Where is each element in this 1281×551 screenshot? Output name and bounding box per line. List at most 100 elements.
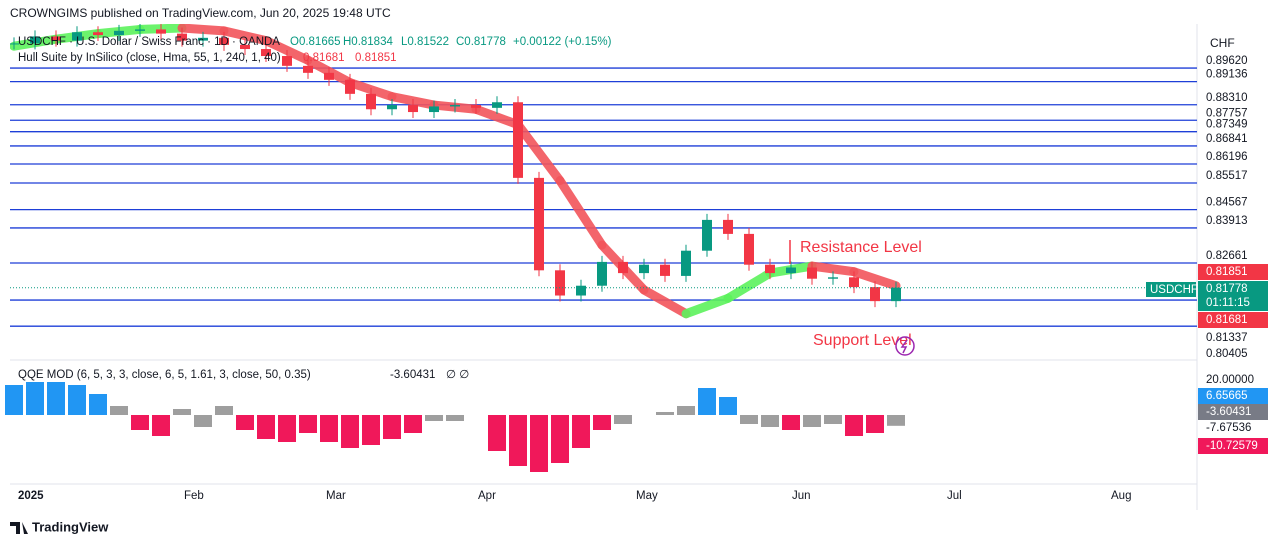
price-tick-label: 0.88310 <box>1206 92 1248 104</box>
hull-segment <box>471 104 523 130</box>
qqe-bar <box>698 388 716 415</box>
hull-legend: Hull Suite by InSilico (close, Hma, 55, … <box>18 52 281 64</box>
qqe-bar <box>551 415 569 463</box>
support-label: Support Level <box>813 332 912 349</box>
candle-body <box>660 264 670 276</box>
candle-body <box>219 37 229 45</box>
qqe-bar <box>614 415 632 424</box>
price-tick-label: 0.84567 <box>1206 197 1248 209</box>
candle-body <box>492 102 502 108</box>
price-tick-label: 0.83913 <box>1206 215 1248 227</box>
footer-logo <box>10 522 28 534</box>
qqe-bar <box>299 415 317 433</box>
qqe-bar <box>110 406 128 415</box>
candle-body <box>177 33 187 41</box>
qqe-bar <box>488 415 506 451</box>
qqe-bar <box>5 385 23 415</box>
qqe-bar <box>677 406 695 415</box>
candle-body <box>723 219 733 234</box>
qqe-bar <box>824 415 842 424</box>
publisher: CROWNGIMS published on TradingView.com, … <box>10 6 391 20</box>
hull-segment <box>681 293 733 319</box>
qqe-symbols: ∅ ∅ <box>446 369 469 381</box>
candle-body <box>303 65 313 73</box>
candle-body <box>786 267 796 274</box>
candle-body <box>681 250 691 276</box>
qqe-value: -3.60431 <box>390 369 435 381</box>
legend-symbol: USDCHF · U.S. Dollar / Swiss Franc · 1D … <box>18 36 280 48</box>
qqe-bar <box>887 415 905 426</box>
candle-body <box>30 36 40 44</box>
qqe-bar <box>740 415 758 424</box>
candle-body <box>324 72 334 80</box>
candle-body <box>891 287 901 302</box>
hull-segment <box>219 26 271 46</box>
qqe-bar <box>656 412 674 415</box>
hull-segment <box>807 261 859 277</box>
price-tick-label: 0.89136 <box>1206 69 1248 81</box>
low-price-box <box>1198 312 1268 328</box>
candle-body <box>828 277 838 279</box>
candle-body <box>639 264 649 274</box>
hull-value: 0.81681 <box>303 52 345 64</box>
hull-price: 0.81851 <box>1206 266 1248 278</box>
qqe-bar <box>173 409 191 415</box>
footer-brand[interactable]: TradingView <box>32 519 109 534</box>
alert-bolt <box>900 339 908 354</box>
qqe-bar <box>446 415 464 421</box>
candle-body <box>10 43 19 45</box>
legend-change: +0.00122 (+0.15%) <box>513 36 612 48</box>
qqe-bar <box>509 415 527 466</box>
candle-body <box>198 37 208 41</box>
qqe-bar <box>803 415 821 427</box>
candle-body <box>408 105 418 113</box>
qqe-bar <box>236 415 254 430</box>
qqe-bar <box>278 415 296 442</box>
currency[interactable]: CHF <box>1210 36 1235 50</box>
candle-body <box>282 56 292 66</box>
price-tick-label: 0.87757 <box>1206 107 1248 119</box>
qqe-bar <box>362 415 380 445</box>
hull-segment <box>723 268 775 303</box>
low-price: 0.81681 <box>1206 314 1248 326</box>
qqe-bar <box>47 382 65 415</box>
candle-body <box>513 102 523 178</box>
hull-price-box <box>1198 264 1268 280</box>
candle-body <box>156 29 166 34</box>
last-price-box <box>1198 281 1268 311</box>
qqe-bar <box>425 415 443 421</box>
candle-body <box>366 93 376 110</box>
qqe-bar <box>383 415 401 439</box>
qqe-bar <box>782 415 800 430</box>
time-label: 2025 <box>18 490 44 502</box>
symbol-label: USDCHF <box>1150 284 1198 296</box>
price-tick-label: 0.86196 <box>1206 151 1248 163</box>
qqe-bar <box>866 415 884 433</box>
time-label: Feb <box>184 490 204 502</box>
qqe-axis-label: -7.67536 <box>1206 422 1251 434</box>
qqe-bar <box>761 415 779 427</box>
qqe-axis-box <box>1198 388 1268 404</box>
legend-high: H0.81834 <box>343 36 393 48</box>
time-label: Mar <box>326 490 346 502</box>
qqe-bar <box>845 415 863 436</box>
candle-body <box>534 177 544 271</box>
candle-body <box>240 44 250 50</box>
qqe-bar <box>572 415 590 448</box>
time-label: May <box>636 490 658 502</box>
qqe-axis-box <box>1198 404 1268 420</box>
qqe-axis-label: 20.00000 <box>1206 374 1254 386</box>
qqe-pane <box>5 382 905 472</box>
price-tick-label: 0.86841 <box>1206 133 1248 145</box>
qqe-legend: QQE MOD (6, 5, 3, 3, close, 6, 5, 1.61, … <box>18 369 311 381</box>
hull-segment <box>177 24 229 36</box>
price-tick-label: 0.87349 <box>1206 119 1248 131</box>
alert-icon[interactable] <box>895 336 915 356</box>
qqe-bar <box>530 415 548 472</box>
time-label: Jul <box>947 490 962 502</box>
qqe-bar <box>341 415 359 448</box>
candle-body <box>429 106 439 113</box>
price-tick-label: 0.80405 <box>1206 348 1248 360</box>
candle-body <box>93 32 103 36</box>
